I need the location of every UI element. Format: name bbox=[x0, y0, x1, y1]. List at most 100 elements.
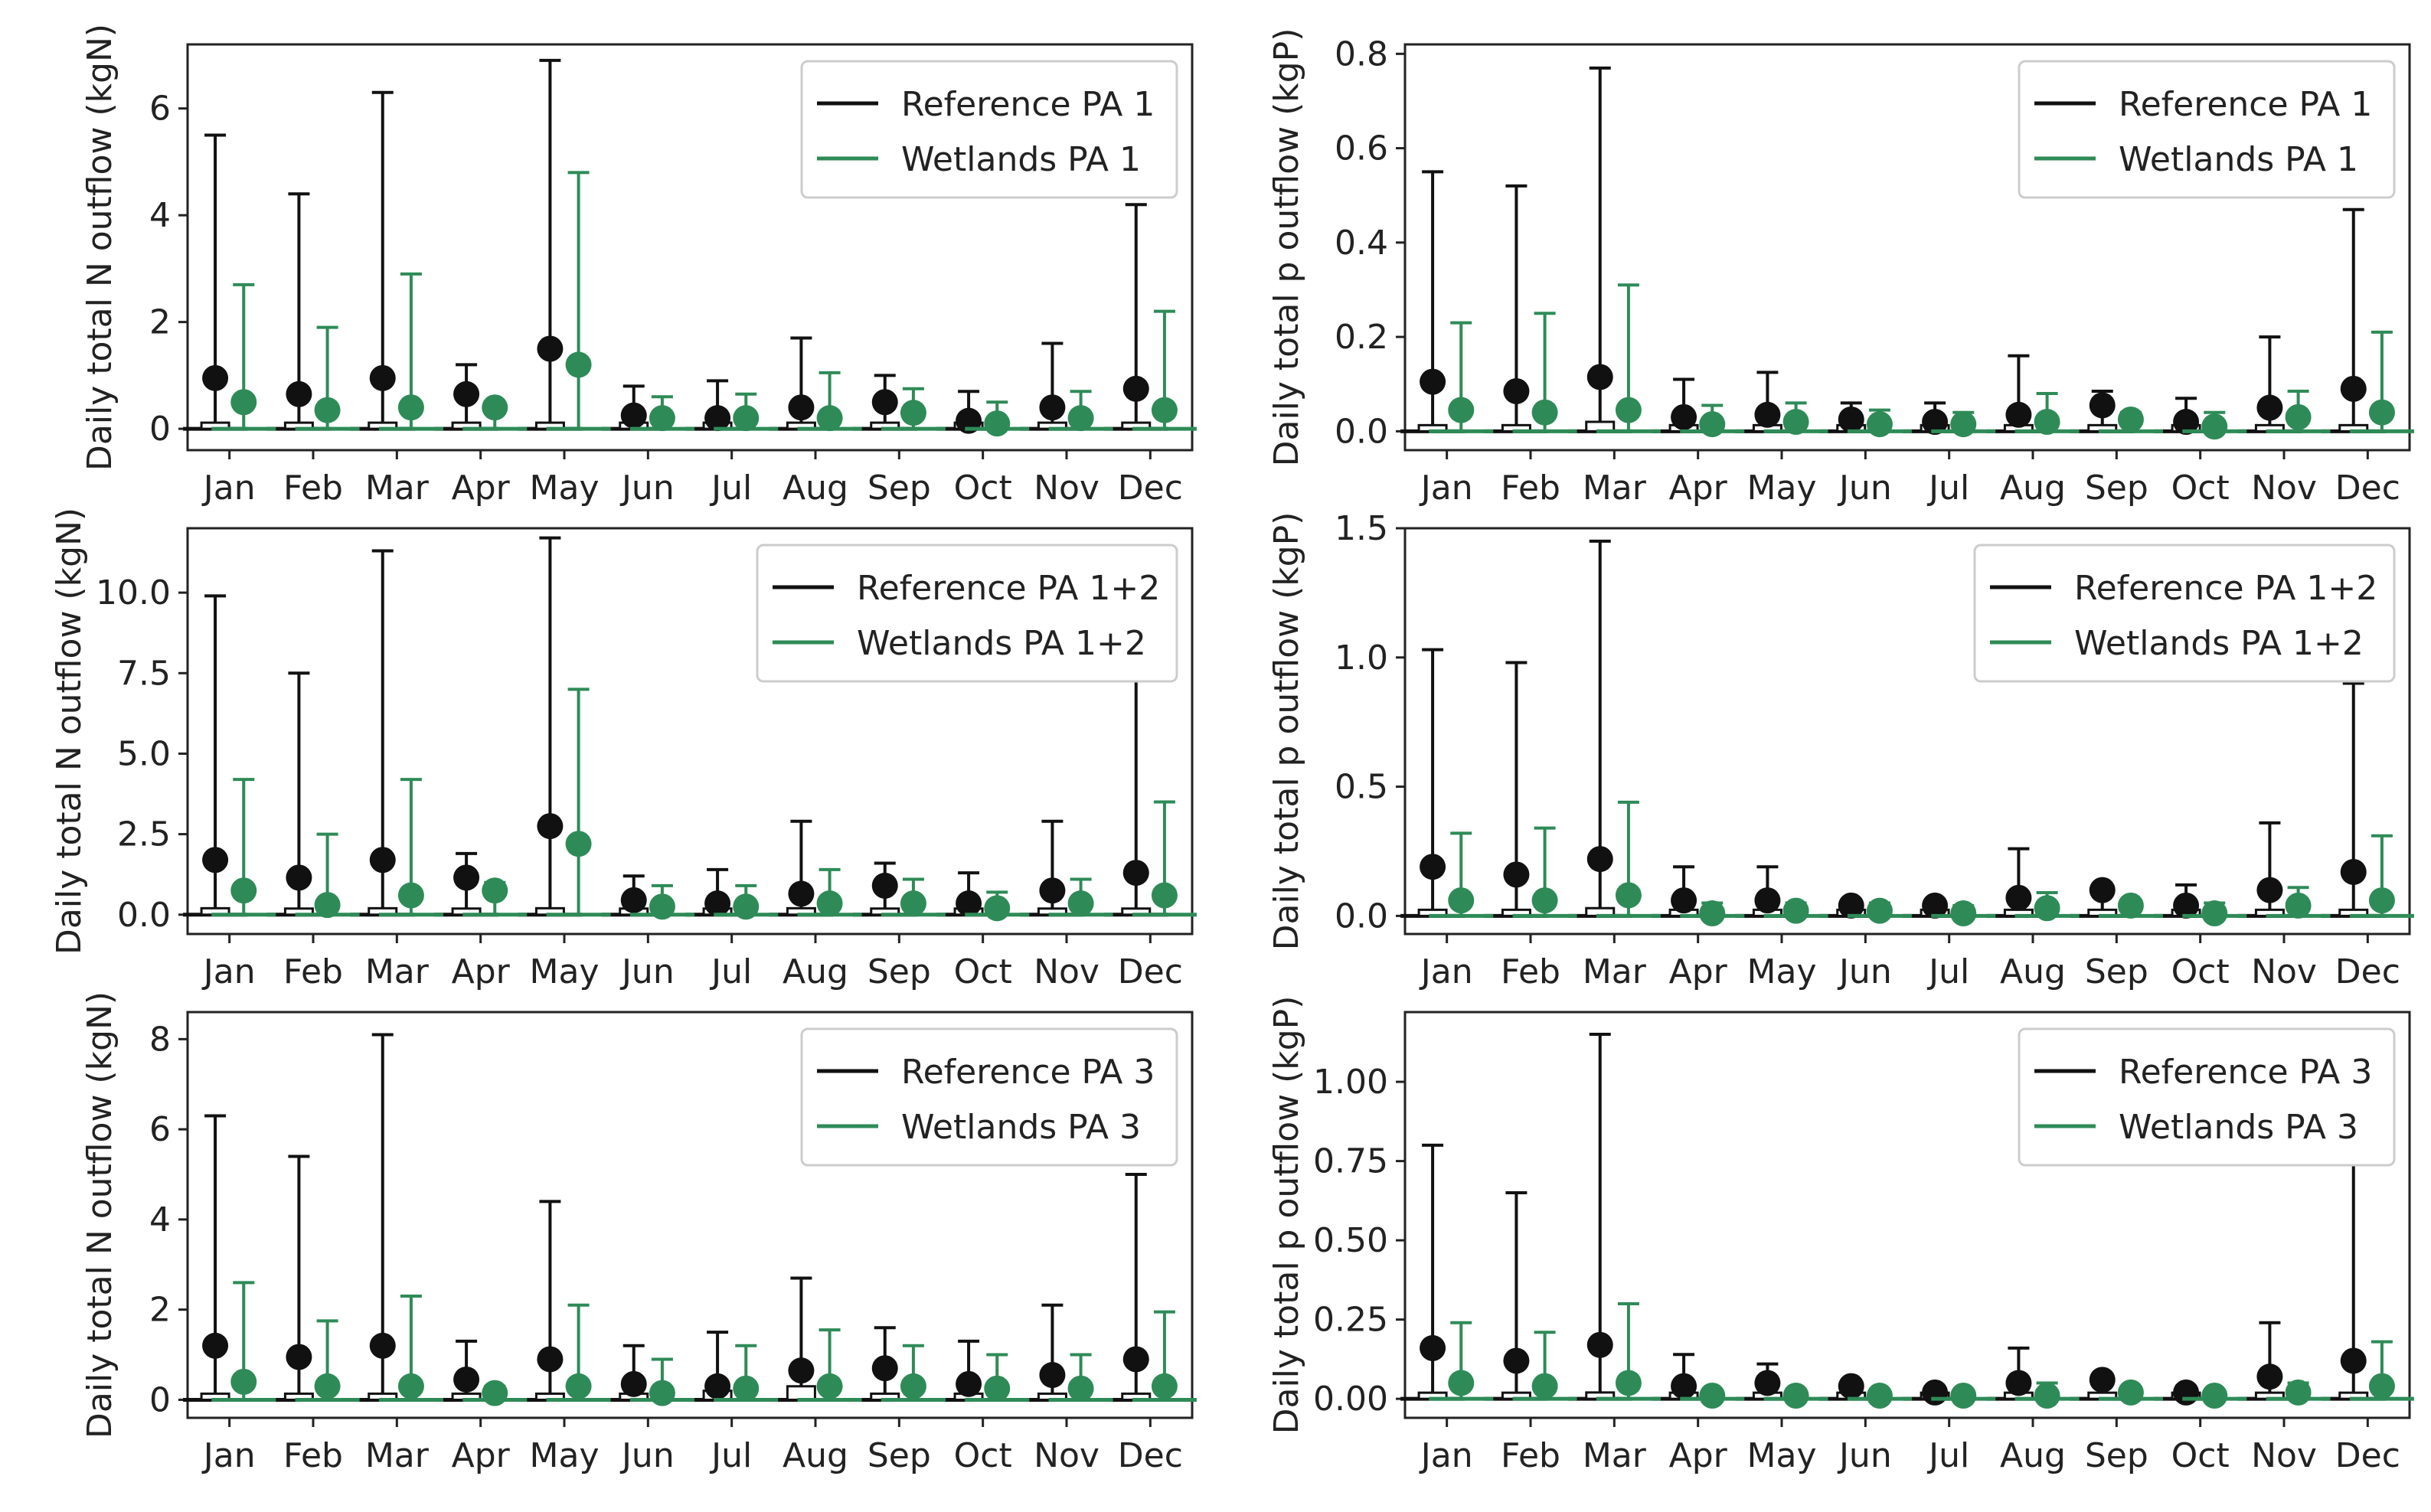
x-tick-label: Sep bbox=[868, 952, 931, 991]
y-tick-label: 6 bbox=[149, 90, 171, 129]
mean-marker bbox=[2089, 877, 2116, 903]
x-tick-label: Mar bbox=[1583, 1436, 1647, 1475]
axes-frame bbox=[186, 43, 1194, 452]
mean-marker bbox=[900, 890, 926, 917]
mean-marker bbox=[453, 864, 480, 891]
mean-marker bbox=[1503, 861, 1530, 888]
mean-marker bbox=[397, 1373, 424, 1399]
mean-marker bbox=[2368, 399, 2395, 426]
y-tick-label: 0.8 bbox=[1335, 34, 1388, 73]
legend-label-wetlands: Wetlands PA 1+2 bbox=[857, 624, 1146, 663]
x-tick-label: Oct bbox=[954, 952, 1012, 991]
x-tick-label: Jul bbox=[709, 952, 752, 991]
y-tick-label: 0.25 bbox=[1313, 1301, 1388, 1340]
mean-marker bbox=[1922, 892, 1949, 919]
mean-marker bbox=[482, 1380, 508, 1406]
x-tick-label: Sep bbox=[2085, 1436, 2148, 1475]
y-tick-label: 1.0 bbox=[1335, 638, 1388, 678]
mean-marker bbox=[956, 890, 982, 917]
mean-marker bbox=[1067, 1375, 1094, 1402]
mean-marker bbox=[1586, 846, 1613, 873]
mean-marker bbox=[286, 864, 312, 891]
reference-series bbox=[183, 1033, 1168, 1402]
x-tick-label: Oct bbox=[2171, 952, 2230, 991]
mean-marker bbox=[2256, 877, 2283, 903]
x-tick-label: Apr bbox=[452, 952, 511, 991]
y-tick-label: 0.75 bbox=[1313, 1142, 1388, 1181]
mean-marker bbox=[1699, 1383, 1726, 1409]
mean-marker bbox=[1531, 1373, 1558, 1399]
mean-marker bbox=[871, 389, 898, 416]
x-tick-label: Jan bbox=[1419, 952, 1473, 991]
mean-marker bbox=[369, 364, 396, 391]
x-tick-label: Dec bbox=[2335, 469, 2400, 508]
y-tick-label: 1.00 bbox=[1313, 1063, 1388, 1102]
y-tick-label: 0.5 bbox=[1335, 768, 1388, 807]
mean-marker bbox=[649, 893, 675, 920]
mean-marker bbox=[2256, 1363, 2283, 1390]
x-tick-label: Apr bbox=[452, 469, 511, 508]
mean-marker bbox=[1615, 882, 1642, 909]
mean-marker bbox=[2285, 892, 2312, 919]
y-tick-label: 2.5 bbox=[117, 815, 171, 854]
mean-marker bbox=[2117, 1379, 2144, 1406]
mean-marker bbox=[1615, 397, 1642, 423]
mean-marker bbox=[1420, 854, 1446, 880]
y-tick-label: 0.0 bbox=[1335, 896, 1388, 936]
mean-marker bbox=[1950, 900, 1977, 926]
legend: Reference PA 1+2 Wetlands PA 1+2 bbox=[756, 544, 1178, 683]
mean-marker bbox=[816, 405, 843, 432]
y-tick-label: 0 bbox=[149, 410, 171, 449]
mean-marker bbox=[816, 1373, 843, 1399]
mean-marker bbox=[1699, 900, 1726, 926]
legend-box bbox=[1973, 544, 2396, 683]
mean-marker bbox=[369, 1332, 396, 1359]
y-tick-label: 8 bbox=[149, 1020, 171, 1059]
mean-marker bbox=[1838, 892, 1864, 919]
mean-marker bbox=[816, 890, 843, 917]
axes-frame bbox=[1403, 527, 2411, 936]
mean-marker bbox=[1448, 1370, 1475, 1396]
y-tick-label: 7.5 bbox=[117, 654, 171, 693]
y-tick-label: 0.00 bbox=[1313, 1380, 1388, 1419]
mean-marker bbox=[2117, 406, 2144, 433]
x-tick-label: Aug bbox=[2000, 469, 2066, 508]
x-tick-label: Nov bbox=[1034, 1436, 1100, 1475]
x-tick-label: Oct bbox=[2171, 469, 2230, 508]
x-tick-label: Feb bbox=[1501, 1436, 1560, 1475]
mean-marker bbox=[1922, 1379, 1949, 1406]
mean-marker bbox=[984, 410, 1011, 437]
x-tick-label: Jun bbox=[619, 952, 675, 991]
y-tick-label: 0.4 bbox=[1335, 224, 1388, 263]
mean-marker bbox=[453, 1366, 480, 1393]
mean-marker bbox=[230, 1368, 257, 1395]
wetlands-series bbox=[211, 687, 1197, 922]
y-tick-label: 0 bbox=[149, 1380, 171, 1419]
x-tick-label: Jul bbox=[1926, 469, 1969, 508]
y-axis-label: Daily total N outflow (kgN) bbox=[80, 991, 119, 1439]
x-tick-label: Dec bbox=[1118, 952, 1183, 991]
legend-box bbox=[756, 544, 1178, 683]
mean-marker bbox=[2173, 409, 2200, 436]
y-tick-label: 2 bbox=[149, 1291, 171, 1330]
mean-marker bbox=[2089, 392, 2116, 419]
legend: Reference PA 3 Wetlands PA 3 bbox=[2018, 1027, 2396, 1167]
mean-marker bbox=[1586, 1331, 1613, 1358]
mean-marker bbox=[788, 880, 815, 907]
x-tick-label: Oct bbox=[954, 1436, 1012, 1475]
x-tick-label: Mar bbox=[1583, 469, 1647, 508]
y-tick-label: 0.6 bbox=[1335, 129, 1388, 168]
mean-marker bbox=[1122, 860, 1149, 887]
wetlands-series bbox=[1429, 1301, 2414, 1409]
x-tick-label: Feb bbox=[283, 1436, 343, 1475]
mean-marker bbox=[314, 892, 341, 919]
x-tick-label: Jun bbox=[1837, 1436, 1892, 1475]
x-tick-label: Jan bbox=[1419, 469, 1473, 508]
legend: Reference PA 3 Wetlands PA 3 bbox=[800, 1027, 1178, 1167]
x-tick-label: Apr bbox=[1669, 952, 1728, 991]
mean-marker bbox=[1122, 375, 1149, 402]
mean-marker bbox=[704, 1373, 731, 1399]
x-tick-label: May bbox=[1747, 1436, 1817, 1475]
legend-label-reference: Reference PA 3 bbox=[901, 1053, 1155, 1092]
